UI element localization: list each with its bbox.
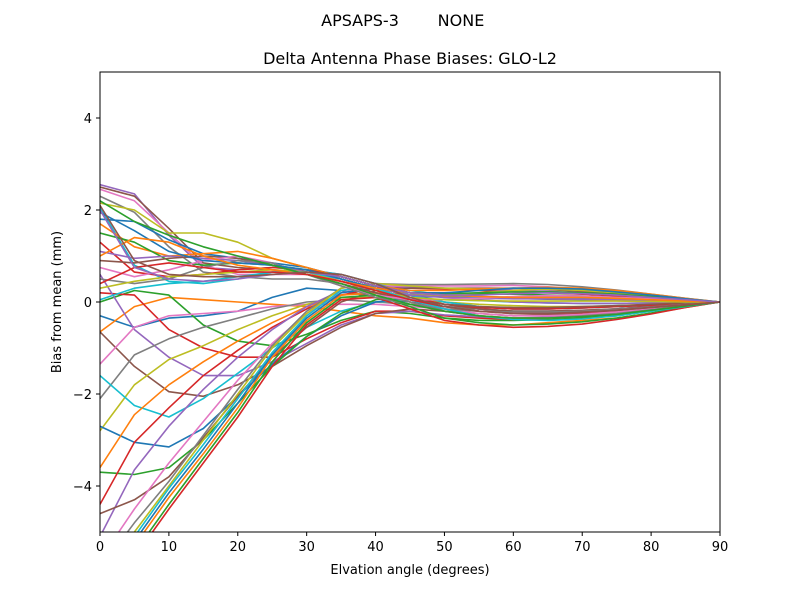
y-tick-label: 2 [84, 204, 92, 219]
x-tick-label: 50 [436, 540, 453, 555]
y-axis-ticks: −4 −2 0 2 4 [73, 112, 100, 495]
x-axis-ticks: 0 10 20 30 40 50 60 70 80 90 [96, 532, 728, 555]
x-tick-label: 40 [367, 540, 384, 555]
x-axis-label: Elvation angle (degrees) [330, 563, 489, 578]
series-line [100, 223, 720, 303]
x-tick-label: 90 [712, 540, 729, 555]
suptitle-left: APSAPS-3 [321, 11, 399, 30]
y-tick-label: −4 [73, 480, 92, 495]
series-line [151, 296, 720, 532]
x-tick-label: 70 [574, 540, 591, 555]
x-tick-label: 0 [96, 540, 104, 555]
suptitle-right: NONE [438, 11, 485, 30]
x-tick-label: 80 [643, 540, 660, 555]
y-axis-label: Bias from mean (mm) [50, 231, 65, 373]
chart-title: Delta Antenna Phase Biases: GLO-L2 [263, 49, 557, 68]
series-line [100, 195, 720, 319]
series-line [100, 200, 720, 319]
series-line [100, 209, 720, 303]
series-line [133, 282, 720, 532]
x-tick-label: 20 [230, 540, 247, 555]
series-line [148, 294, 720, 532]
series-line [100, 250, 720, 303]
plot-lines [100, 183, 720, 532]
x-tick-label: 60 [505, 540, 522, 555]
y-tick-label: 4 [84, 112, 92, 127]
x-tick-label: 30 [298, 540, 315, 555]
x-tick-label: 10 [161, 540, 178, 555]
y-tick-label: −2 [73, 388, 92, 403]
y-tick-label: 0 [84, 296, 92, 311]
series-line [100, 204, 720, 315]
